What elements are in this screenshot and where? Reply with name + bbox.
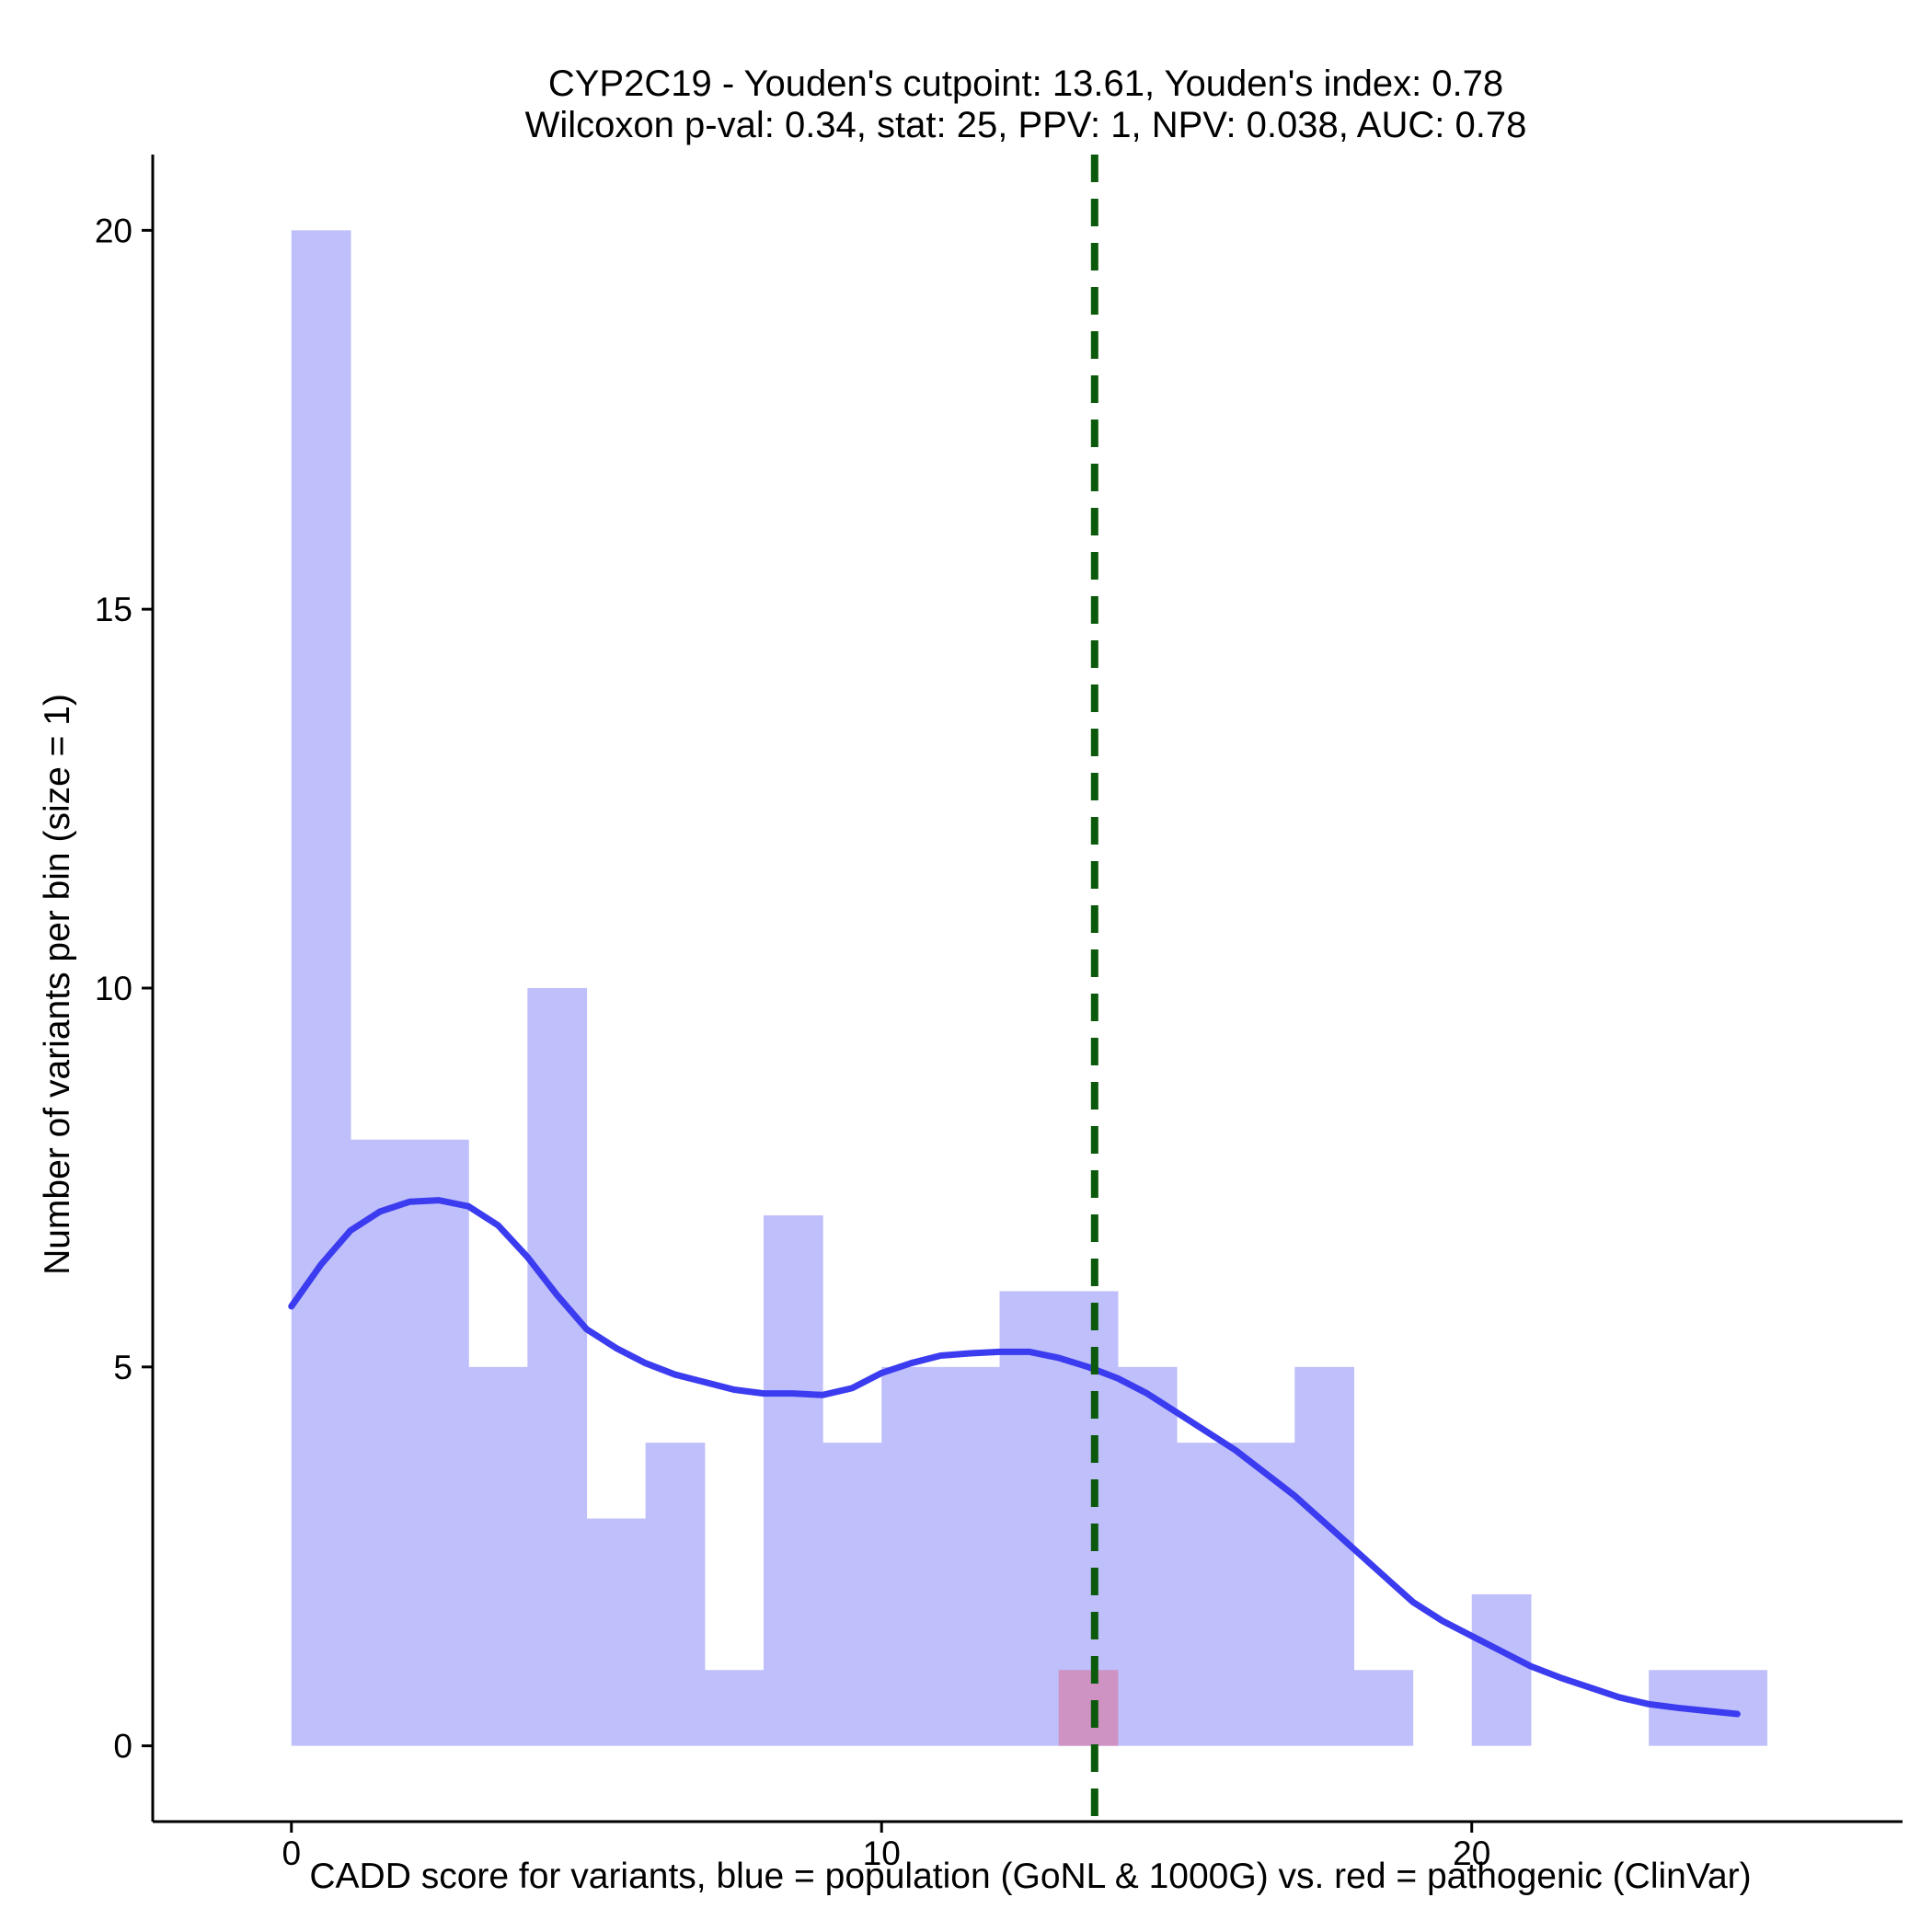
bar-population-24 [1708, 1670, 1768, 1746]
bar-pathogenic-13 [1058, 1670, 1119, 1746]
x-tick-label-0: 0 [282, 1834, 301, 1872]
bar-population-8 [763, 1215, 823, 1746]
x-tick-label-10: 10 [863, 1834, 901, 1872]
bar-population-11 [940, 1366, 1001, 1746]
bar-population-1 [350, 1139, 410, 1746]
y-tick-label-20: 20 [95, 212, 132, 249]
series-population [291, 230, 1768, 1746]
bar-population-18 [1353, 1670, 1414, 1746]
bar-population-3 [468, 1366, 528, 1746]
bar-population-0 [291, 230, 351, 1746]
bar-population-14 [1117, 1366, 1178, 1746]
y-tick-label-0: 0 [113, 1728, 132, 1765]
x-tick-label-20: 20 [1453, 1834, 1490, 1872]
y-tick-label-15: 15 [95, 591, 132, 628]
bar-population-20 [1471, 1593, 1532, 1746]
bar-population-17 [1294, 1366, 1355, 1746]
x-axis-title: CADD score for variants, blue = populati… [309, 1857, 1751, 1896]
bar-population-4 [527, 988, 588, 1746]
y-tick-label-5: 5 [113, 1349, 132, 1386]
chart-title-line-1: CYP2C19 - Youden's cutpoint: 13.61, Youd… [548, 63, 1503, 104]
bar-population-10 [881, 1366, 941, 1746]
bar-population-5 [586, 1518, 647, 1746]
chart-title: CYP2C19 - Youden's cutpoint: 13.61, Youd… [525, 63, 1527, 145]
bar-population-9 [822, 1443, 882, 1746]
chart-title-line-2: Wilcoxon p-val: 0.34, stat: 25, PPV: 1, … [525, 105, 1527, 145]
density-curve [288, 1197, 1741, 1718]
axes: 0 10 20 0 5 10 15 20 [95, 155, 1903, 1872]
bar-population-16 [1236, 1443, 1295, 1746]
series-pathogenic [1058, 1670, 1119, 1746]
y-axis-title: Number of variants per bin (size = 1) [38, 694, 77, 1275]
bar-population-6 [645, 1443, 706, 1746]
bar-population-7 [704, 1670, 765, 1746]
bar-population-2 [409, 1139, 469, 1746]
y-tick-label-10: 10 [95, 970, 132, 1007]
bar-population-12 [999, 1291, 1060, 1746]
plot-area [288, 155, 1768, 1822]
bar-population-15 [1176, 1443, 1236, 1746]
